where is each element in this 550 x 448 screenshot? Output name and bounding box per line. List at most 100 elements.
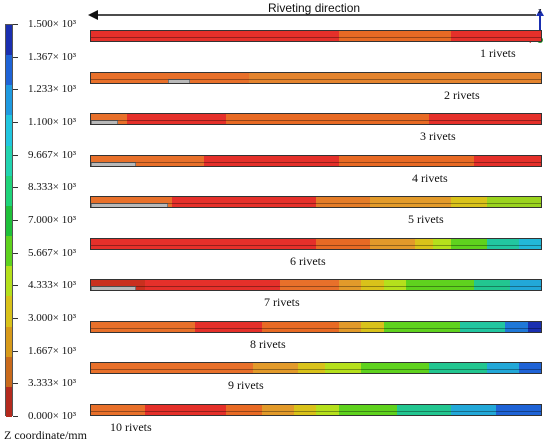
beam-segment bbox=[172, 197, 316, 207]
beam-segment bbox=[370, 238, 415, 249]
beam-segment bbox=[91, 197, 172, 207]
legend-swatch bbox=[6, 25, 12, 56]
beam-segment bbox=[226, 404, 262, 415]
beam-segment bbox=[338, 321, 361, 332]
beam-segment bbox=[383, 321, 460, 332]
beam-segment bbox=[451, 238, 487, 249]
beam-segment bbox=[203, 155, 339, 166]
legend-tick-label: 0.000× 10³ bbox=[13, 410, 76, 422]
beam-midline bbox=[91, 161, 541, 163]
beam-segment bbox=[428, 114, 541, 124]
beam-midline bbox=[91, 286, 541, 287]
beam-segment bbox=[361, 321, 384, 332]
beam-segment bbox=[370, 197, 451, 207]
beam-segment bbox=[338, 155, 474, 166]
legend-tick-label: 1.367× 10³ bbox=[13, 51, 76, 63]
rivet-count-label: 3 rivets bbox=[420, 129, 456, 143]
legend-swatch bbox=[6, 296, 12, 328]
rivet-beam bbox=[90, 279, 542, 291]
legend-tick-label: 1.500× 10³ bbox=[13, 18, 76, 30]
beam-segment bbox=[518, 238, 541, 249]
beam-segment bbox=[509, 280, 541, 290]
legend-swatch bbox=[6, 145, 12, 177]
beam-segment bbox=[253, 363, 298, 373]
beam-segment bbox=[91, 280, 145, 290]
legend-swatch bbox=[6, 115, 12, 147]
legend-swatch bbox=[6, 356, 12, 388]
beam-segment bbox=[91, 404, 145, 415]
beam-midline bbox=[91, 37, 541, 38]
triad-z-label: z bbox=[538, 8, 542, 15]
beam-segment bbox=[383, 280, 406, 290]
beam-segment bbox=[451, 197, 487, 207]
legend-swatch bbox=[6, 175, 12, 207]
legend-tick-label: 1.100× 10³ bbox=[13, 116, 76, 128]
beam-segment bbox=[325, 363, 361, 373]
beam-segment bbox=[361, 363, 429, 373]
beam-segment bbox=[518, 363, 541, 373]
beam-segment bbox=[91, 155, 204, 166]
beam-segment bbox=[91, 114, 127, 124]
beam-segment bbox=[280, 280, 339, 290]
beam-segment bbox=[361, 280, 384, 290]
beam-segment bbox=[415, 238, 433, 249]
beam-segment bbox=[91, 321, 195, 332]
beam-segment bbox=[226, 114, 429, 124]
rivet-beam bbox=[90, 154, 542, 167]
rivet-beam bbox=[90, 362, 542, 374]
rivet-count-label: 9 rivets bbox=[228, 378, 264, 392]
beam-segment bbox=[248, 72, 541, 83]
beam-segment bbox=[91, 31, 339, 41]
riveting-direction-label: Riveting direction bbox=[268, 1, 361, 15]
rivet-count-label: 1 rivets bbox=[480, 46, 516, 60]
legend-tick-label: 3.000× 10³ bbox=[13, 312, 76, 324]
beam-gap-region bbox=[91, 286, 136, 290]
beam-midline bbox=[91, 203, 541, 204]
rivet-beam bbox=[90, 403, 542, 416]
legend-swatch bbox=[6, 85, 12, 116]
beam-segment bbox=[460, 321, 505, 332]
beam-midline bbox=[91, 120, 541, 121]
beam-segment bbox=[473, 280, 510, 290]
rivet-beam bbox=[90, 71, 542, 84]
beam-gap-region bbox=[91, 161, 136, 166]
rivet-count-label: 7 rivets bbox=[264, 295, 300, 309]
legend-tick-label: 9.667× 10³ bbox=[13, 149, 76, 161]
beam-segment bbox=[316, 404, 339, 415]
beam-segment bbox=[91, 363, 253, 373]
legend-swatch bbox=[6, 55, 12, 86]
legend-tick-label: 5.667× 10³ bbox=[13, 247, 76, 259]
rivet-beam bbox=[90, 30, 542, 42]
rivet-beam bbox=[90, 196, 542, 208]
beam-segment bbox=[127, 114, 226, 124]
beam-segment bbox=[298, 363, 325, 373]
beam-gap-region bbox=[91, 120, 118, 124]
legend-axis-title: Z coordinate/mm bbox=[4, 428, 87, 442]
beam-segment bbox=[496, 404, 541, 415]
beam-segment bbox=[262, 404, 294, 415]
rivet-count-label: 5 rivets bbox=[408, 212, 444, 226]
beam-segment bbox=[338, 280, 361, 290]
rivet-beam bbox=[90, 237, 542, 250]
color-legend-bar bbox=[5, 24, 13, 418]
rivet-count-label: 6 rivets bbox=[290, 253, 326, 268]
beam-segment bbox=[473, 155, 541, 166]
rivet-count-label: 4 rivets bbox=[412, 170, 448, 185]
legend-swatch bbox=[6, 205, 12, 237]
beam-segment bbox=[397, 404, 451, 415]
beam-gap-region bbox=[91, 203, 168, 207]
beam-segment bbox=[505, 321, 528, 332]
beam-midline bbox=[91, 78, 541, 80]
beam-segment bbox=[487, 197, 541, 207]
legend-swatch bbox=[6, 236, 12, 267]
beam-segment bbox=[428, 363, 487, 373]
legend-swatch bbox=[6, 326, 12, 358]
beam-midline bbox=[91, 327, 541, 329]
riveting-direction-arrow-icon bbox=[88, 10, 536, 20]
beam-segment bbox=[451, 404, 496, 415]
beam-segment bbox=[316, 197, 370, 207]
legend-swatch bbox=[6, 266, 12, 297]
beam-midline bbox=[91, 244, 541, 246]
legend-tick-label: 1.233× 10³ bbox=[13, 83, 76, 95]
